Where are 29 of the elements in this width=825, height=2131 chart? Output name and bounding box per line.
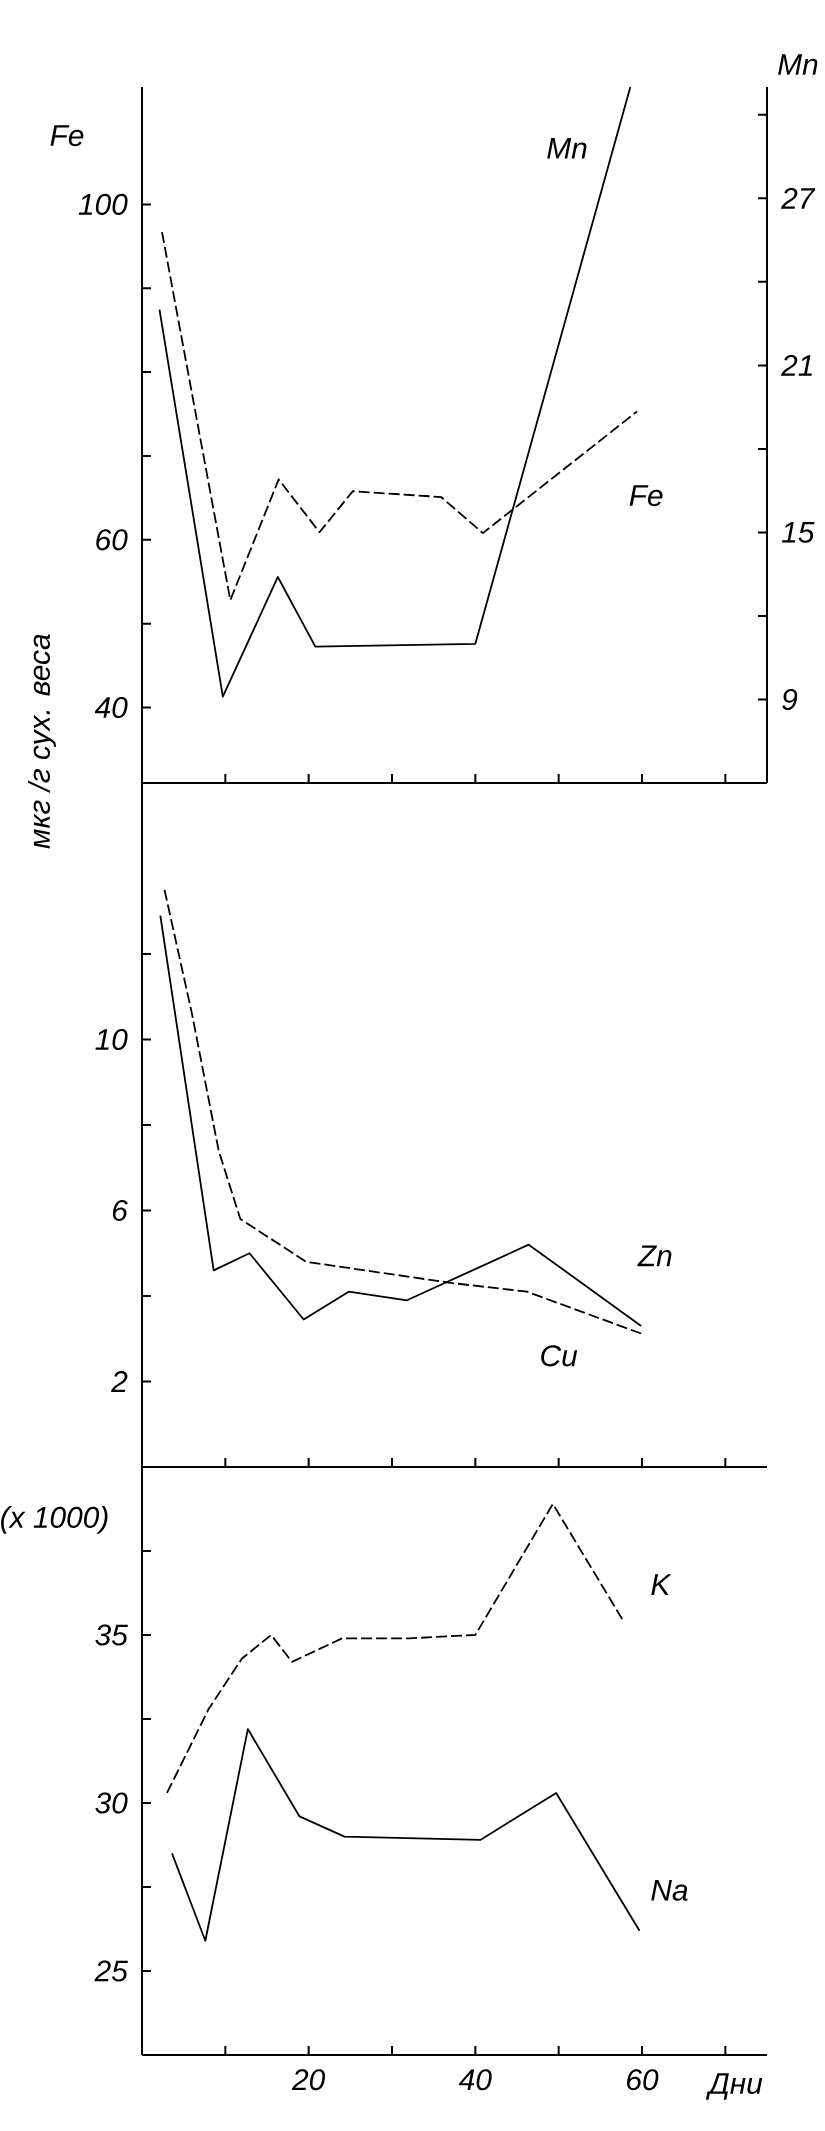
- y2-tick-label: 27: [781, 187, 816, 209]
- x-tick-label: 20: [291, 2069, 326, 2091]
- y-tick-label: 40: [94, 696, 128, 719]
- text: (x 1000): [1, 1505, 108, 1534]
- y2-tick-label: 21: [781, 354, 812, 376]
- line-series: [171, 1728, 641, 1942]
- y-tick-label: 100: [78, 193, 128, 215]
- y2-tick-label: 9: [782, 688, 798, 711]
- text: Fe: [50, 125, 84, 147]
- y-tick-label: 35: [95, 1624, 128, 1646]
- y-tick-label: 2: [111, 1371, 128, 1392]
- y2-axis-title: Mn: [778, 54, 818, 75]
- series-label: K: [651, 1574, 672, 1595]
- line-series: [166, 1503, 625, 1794]
- y-tick-label: 30: [95, 1792, 128, 1814]
- x-tick-label: 60: [627, 2069, 659, 2091]
- series-label: Fe: [629, 485, 663, 507]
- y-tick-label: 6: [112, 1199, 128, 1222]
- series-label: Zn: [637, 1245, 672, 1267]
- x-axis-title: Дни: [705, 2073, 763, 2100]
- x-tick-label: 40: [458, 2069, 492, 2091]
- series-label: Cu: [541, 1345, 578, 1367]
- y-tick-label: 10: [95, 1028, 128, 1051]
- y-tick-label: 25: [94, 1960, 128, 1982]
- y-tick-label: 60: [96, 529, 128, 551]
- y-axis-title: мкг /г сух. веса: [28, 634, 56, 849]
- series-label: Mn: [547, 137, 587, 159]
- y2-tick-label: 15: [781, 521, 815, 543]
- series-label: Na: [651, 1879, 688, 1901]
